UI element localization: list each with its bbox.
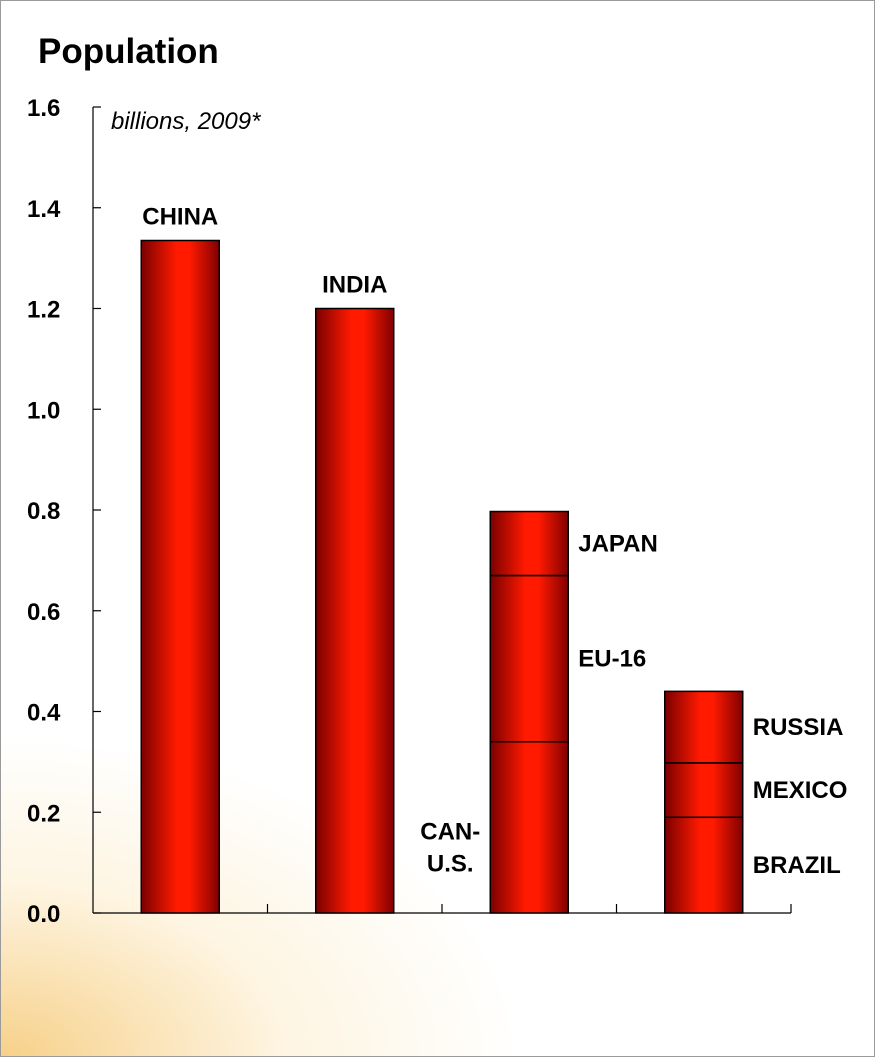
y-tick-label: 0.8	[27, 498, 60, 525]
bar-segment	[489, 510, 569, 577]
chart-subtitle: billions, 2009*	[111, 108, 261, 135]
y-tick-label: 1.6	[27, 95, 60, 122]
bar-label: RUSSIA	[753, 714, 844, 741]
bar-segment	[664, 816, 744, 914]
y-tick-label: 1.0	[27, 397, 60, 424]
bar-segment	[489, 740, 569, 914]
y-tick-label: 1.4	[27, 196, 61, 223]
y-tick-label: 0.4	[27, 700, 61, 727]
bar-segment	[489, 574, 569, 743]
bar-label: BRAZIL	[753, 852, 841, 879]
bars	[140, 239, 744, 914]
y-tick-label: 1.2	[27, 297, 60, 324]
bar-segment	[315, 307, 395, 914]
chart-title: Population	[38, 32, 219, 71]
axes: 0.0 0.2 0.4 0.6 0.8 1.0 1.2 1.4 1.6	[27, 95, 792, 928]
bar-segment	[140, 239, 220, 914]
bar-label: MEXICO	[753, 777, 848, 804]
bar-segment	[664, 762, 744, 819]
bar-label: JAPAN	[578, 530, 658, 557]
bar-label: INDIA	[322, 272, 387, 299]
y-tick-label: 0.6	[27, 599, 60, 626]
bar-label: EU-16	[578, 646, 646, 673]
bar-label: CHINA	[142, 203, 218, 230]
bar-segment	[664, 690, 744, 764]
y-tick-label: 0.0	[27, 901, 60, 928]
y-tick-label: 0.2	[27, 800, 60, 827]
bar-label: CAN-U.S.	[420, 818, 480, 877]
bar-labels: CHINA INDIA CAN-U.S. EU-16 JAPAN BRAZIL MEXICO…	[142, 203, 847, 879]
